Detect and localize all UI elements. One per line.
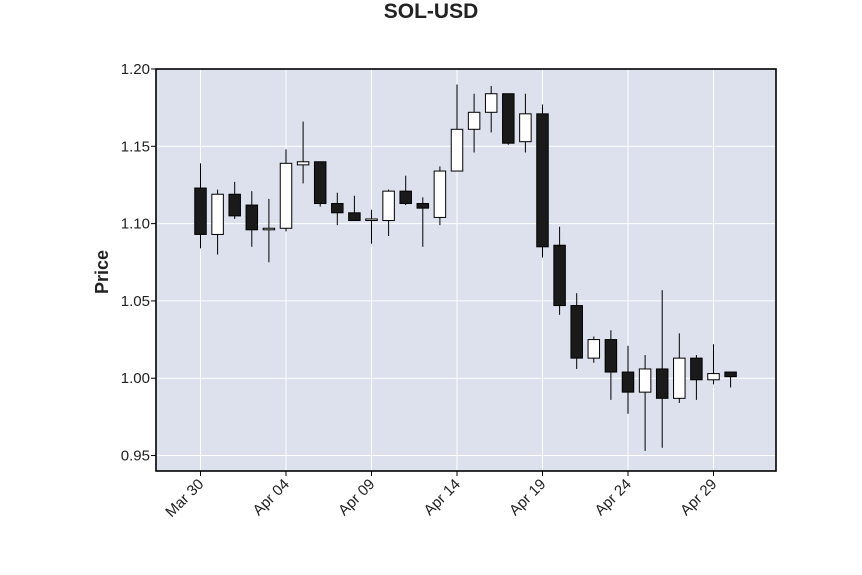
candle (382, 189, 395, 236)
candle-body (365, 218, 378, 222)
candle (519, 93, 532, 153)
candle (228, 181, 241, 219)
candle-body (399, 190, 412, 205)
candle (331, 192, 344, 226)
candle-body (279, 162, 293, 229)
candle (433, 166, 447, 226)
plot-frame (155, 68, 777, 472)
y-tick-label: 1.20 (121, 61, 150, 78)
candle-body (416, 203, 430, 209)
y-tick-label: 1.05 (121, 293, 150, 310)
candle-body (673, 357, 686, 399)
y-tick-label: 1.15 (121, 138, 150, 155)
candle-body (348, 212, 361, 222)
x-tick-label: Apr 24 (592, 476, 635, 519)
candle (621, 345, 635, 414)
y-tick-label: 0.95 (121, 448, 150, 465)
candle (194, 163, 207, 249)
candle (296, 121, 310, 184)
y-axis-label: Price (92, 250, 112, 294)
candle-body (467, 111, 481, 130)
candle (604, 330, 618, 400)
candle (724, 371, 737, 388)
candle (416, 197, 430, 247)
candle-body (587, 339, 601, 359)
candle-body (621, 371, 635, 393)
candle-body (690, 357, 703, 381)
candle (690, 355, 703, 400)
candle-body (433, 170, 447, 218)
candle (211, 189, 224, 255)
candle-body (194, 187, 207, 235)
candle-body (638, 368, 652, 393)
candle-body (724, 371, 737, 378)
x-tick-label: Apr 09 (335, 476, 378, 519)
candle-body (245, 204, 259, 231)
plot-background (156, 69, 776, 471)
candle-body (331, 203, 344, 214)
candle-body (536, 113, 549, 248)
candle (587, 336, 601, 363)
candle (707, 344, 720, 385)
candle-body (502, 93, 515, 144)
candle (399, 175, 412, 206)
chart-title: SOL-USD (383, 0, 479, 23)
candle (450, 84, 464, 172)
candle (655, 290, 669, 448)
candle (467, 93, 481, 153)
candle (502, 93, 515, 145)
candle-body (655, 368, 669, 399)
candle-body (570, 305, 583, 359)
candle-body (519, 113, 532, 143)
candle (638, 355, 652, 451)
x-tick-label: Apr 04 (250, 476, 293, 519)
x-tick-label: Apr 14 (421, 476, 464, 519)
candle (365, 209, 378, 244)
candle-body (228, 193, 241, 217)
candle (570, 293, 583, 369)
candle-body (313, 161, 327, 205)
x-tick-label: Apr 19 (506, 476, 549, 519)
candle (348, 195, 361, 222)
candle (484, 86, 498, 133)
candle-body (484, 93, 498, 113)
candle (245, 191, 259, 247)
candle (553, 226, 566, 315)
candle-body (604, 339, 618, 373)
candle-body (296, 161, 310, 166)
x-tick-label: Mar 30 (162, 476, 207, 521)
y-tick-label: 1.10 (121, 216, 150, 233)
candle-body (450, 128, 464, 172)
x-tick-label: Apr 29 (677, 476, 720, 519)
candle (313, 161, 327, 207)
candle (673, 333, 686, 403)
candle (279, 149, 293, 232)
y-tick-label: 1.00 (121, 370, 150, 387)
candle (536, 104, 549, 258)
candle-body (382, 190, 395, 222)
candle (262, 198, 276, 263)
candle-body (707, 373, 720, 381)
candle-body (211, 193, 224, 235)
candle-body (262, 227, 276, 231)
candle-body (553, 244, 566, 307)
